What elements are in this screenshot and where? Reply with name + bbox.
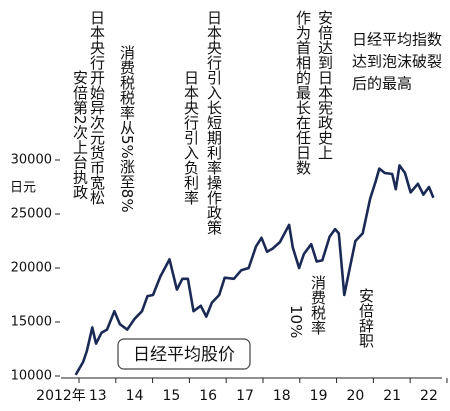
x-tick-label: 18 xyxy=(273,388,291,404)
annotation: 消费税率 xyxy=(309,275,327,335)
annotation: 10% xyxy=(287,305,305,338)
x-tick-label: 15 xyxy=(162,388,180,404)
x-tick-label: 2012年 xyxy=(36,388,86,404)
x-tick-label: 14 xyxy=(126,388,144,404)
annotation: 日经平均指数 xyxy=(352,31,442,49)
y-tick-label: 20000 xyxy=(11,261,52,276)
annotation: 作为首相的最长在任日数 xyxy=(294,10,312,175)
chart-title: 日经平均股价 xyxy=(133,345,235,365)
annotation: 安倍达到日本宪政史上 xyxy=(316,10,334,160)
annotation: 日本央行引入负利率 xyxy=(182,70,200,205)
x-tick-label: 13 xyxy=(89,388,107,404)
y-tick-label: 15000 xyxy=(11,315,52,330)
annotation: 达到泡沫破裂 xyxy=(352,53,442,71)
annotation: 日本央行引入长短期利率操作政策 xyxy=(205,10,223,235)
y-axis-label: 日元 xyxy=(10,181,36,196)
y-tick-label: 25000 xyxy=(11,207,52,222)
x-tick-label: 17 xyxy=(236,388,254,404)
line xyxy=(74,164,435,376)
annotation: 安倍辞职 xyxy=(357,288,375,348)
x-tick-label: 16 xyxy=(199,388,217,404)
annotation: 安倍第2次上台执政 xyxy=(71,70,89,200)
annotation: 消费税税率从5%涨至8% xyxy=(118,45,136,213)
x-tick-label: 22 xyxy=(420,388,438,404)
y-tick-label: 10000 xyxy=(11,369,52,384)
title-box xyxy=(117,338,251,370)
annotation: 日本央行开始异次元货币宽松 xyxy=(88,10,106,205)
x-tick-label: 21 xyxy=(383,388,401,404)
x-tick-label: 19 xyxy=(310,388,328,404)
y-tick-label: 30000 xyxy=(11,153,52,168)
annotation: 后的最高 xyxy=(352,75,412,93)
x-tick-label: 20 xyxy=(346,388,364,404)
